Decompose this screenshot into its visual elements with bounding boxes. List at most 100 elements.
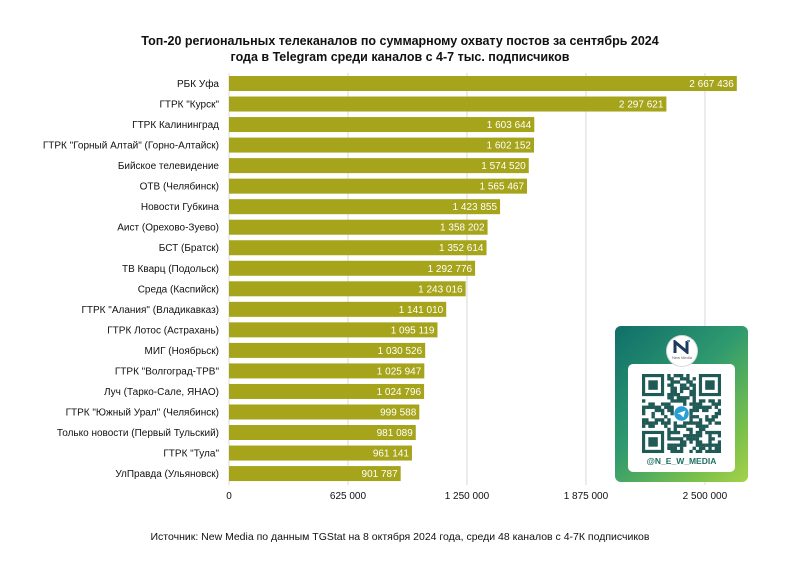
- qr-module: [692, 399, 696, 403]
- qr-module: [689, 392, 693, 397]
- category-label: ГТРК "Тула": [163, 449, 219, 460]
- qr-module: [660, 418, 665, 422]
- qr-module: [673, 443, 677, 447]
- qr-module: [667, 396, 671, 400]
- chart-title-line-2: года в Telegram среди каналов с 4-7 тыс.…: [230, 50, 570, 64]
- category-label: Новости Губкина: [141, 201, 220, 213]
- qr-module: [664, 405, 668, 409]
- data-label: 1 574 520: [481, 161, 526, 172]
- qr-module: [702, 399, 706, 403]
- qr-module: [708, 446, 712, 451]
- qr-module: [698, 399, 703, 403]
- qr-module: [714, 415, 719, 419]
- data-label: 1 024 796: [377, 387, 422, 398]
- qr-module: [642, 411, 646, 416]
- qr-module: [717, 399, 721, 403]
- qr-module: [683, 421, 687, 425]
- category-label: Луч (Тарко-Сале, ЯНАО): [104, 387, 219, 398]
- qr-module: [695, 408, 700, 413]
- qr-module: [689, 449, 693, 453]
- qr-module: [660, 402, 665, 406]
- qr-module: [645, 418, 649, 422]
- qr-module: [667, 377, 671, 381]
- channel-handle: @N_E_W_MEDIA: [646, 456, 717, 466]
- qr-module: [698, 430, 703, 435]
- qr-module: [670, 383, 674, 387]
- qr-module: [664, 421, 668, 425]
- qr-module: [679, 446, 684, 451]
- bar: [229, 219, 488, 235]
- bar: [229, 281, 466, 297]
- qr-module: [692, 389, 696, 394]
- qr-module: [689, 415, 693, 419]
- qr-module: [708, 437, 712, 441]
- qr-module: [667, 402, 671, 406]
- qr-module: [705, 405, 709, 409]
- qr-module: [667, 418, 671, 422]
- qr-module: [676, 396, 681, 400]
- qr-finder-core: [648, 437, 658, 447]
- bar: [229, 363, 425, 379]
- qr-module: [651, 402, 655, 406]
- qr-module: [717, 446, 721, 451]
- qr-module: [670, 396, 674, 400]
- qr-module: [670, 405, 674, 409]
- qr-code-image[interactable]: [642, 374, 721, 453]
- qr-module: [702, 443, 706, 447]
- qr-module: [648, 421, 652, 425]
- qr-module: [705, 443, 709, 447]
- qr-module: [686, 421, 690, 425]
- qr-module: [670, 446, 674, 451]
- qr-module: [679, 443, 684, 447]
- qr-module: [667, 437, 671, 441]
- qr-module: [711, 443, 715, 447]
- qr-module: [717, 434, 721, 438]
- bar: [229, 383, 425, 399]
- qr-module: [670, 443, 674, 447]
- qr-module: [689, 411, 693, 416]
- bar: [229, 76, 737, 91]
- qr-module: [708, 440, 712, 444]
- qr-finder-core: [648, 380, 658, 390]
- qr-module: [692, 386, 696, 390]
- qr-module: [645, 421, 649, 425]
- qr-module: [679, 396, 684, 400]
- qr-module: [708, 434, 712, 438]
- bar: [229, 178, 528, 194]
- qr-module: [689, 383, 693, 387]
- qr-module: [695, 424, 700, 428]
- qr-module: [670, 430, 674, 435]
- qr-module: [664, 402, 668, 406]
- qr-module: [705, 408, 709, 413]
- qr-module: [698, 440, 703, 444]
- qr-promo-card[interactable]: @N_E_W_MEDIA New Media: [615, 326, 748, 482]
- qr-module: [676, 374, 681, 378]
- category-label: Среда (Каспийск): [138, 284, 219, 295]
- qr-module: [648, 402, 652, 406]
- qr-module: [683, 396, 687, 400]
- qr-module: [695, 402, 700, 406]
- qr-module: [651, 405, 655, 409]
- qr-module: [692, 392, 696, 397]
- qr-module: [657, 405, 662, 409]
- qr-module: [670, 411, 674, 416]
- qr-module: [673, 389, 677, 394]
- qr-module: [670, 437, 674, 441]
- qr-module: [686, 427, 690, 432]
- qr-module: [689, 437, 693, 441]
- qr-module: [673, 399, 677, 403]
- qr-module: [695, 449, 700, 453]
- qr-module: [676, 449, 681, 453]
- data-label: 1 141 010: [399, 305, 444, 316]
- qr-module: [692, 434, 696, 438]
- qr-module: [642, 424, 646, 428]
- qr-module: [708, 449, 712, 453]
- qr-module: [695, 440, 700, 444]
- bar: [229, 342, 426, 358]
- data-label: 1 352 614: [439, 243, 484, 254]
- n-logo-icon: [673, 340, 690, 354]
- qr-module: [711, 437, 715, 441]
- qr-module: [705, 449, 709, 453]
- data-label: 1 423 855: [453, 202, 498, 213]
- qr-module: [714, 411, 719, 416]
